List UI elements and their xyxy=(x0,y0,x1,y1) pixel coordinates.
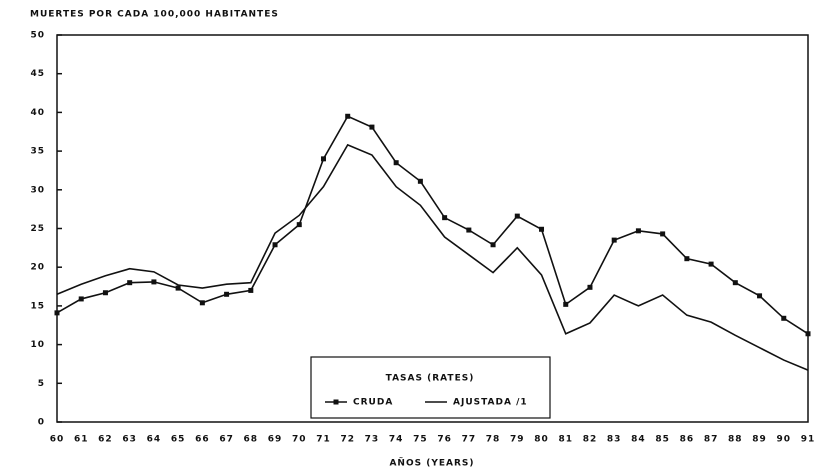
x-tick-label: 68 xyxy=(244,435,259,445)
y-tick-label: 0 xyxy=(38,418,45,428)
point-marker xyxy=(805,331,811,337)
x-tick-label: 91 xyxy=(801,435,814,445)
x-tick-label: 65 xyxy=(171,435,186,445)
point-marker xyxy=(393,160,399,166)
point-marker xyxy=(78,296,84,302)
x-tick-label: 88 xyxy=(728,435,743,445)
point-marker xyxy=(539,226,545,232)
point-marker xyxy=(732,280,738,286)
chart-title: MUERTES POR CADA 100,000 HABITANTES xyxy=(30,10,279,20)
y-tick-label: 25 xyxy=(30,224,45,234)
point-marker xyxy=(708,261,714,267)
x-tick-label: 61 xyxy=(74,435,89,445)
x-tick-label: 66 xyxy=(195,435,210,445)
point-marker xyxy=(563,301,569,307)
point-marker xyxy=(466,227,472,233)
point-marker xyxy=(54,310,60,316)
point-marker xyxy=(514,213,520,219)
x-tick-label: 70 xyxy=(292,435,307,445)
x-tick-label: 90 xyxy=(777,435,792,445)
point-marker xyxy=(296,222,302,228)
x-axis-label: AÑOS (YEARS) xyxy=(389,458,474,469)
point-marker xyxy=(587,284,593,290)
y-tick-label: 45 xyxy=(30,69,45,79)
series-line xyxy=(56,143,809,371)
point-marker xyxy=(320,156,326,162)
x-tick-label: 76 xyxy=(437,435,452,445)
x-tick-label: 75 xyxy=(413,435,428,445)
x-tick-label: 89 xyxy=(752,435,767,445)
x-tick-label: 78 xyxy=(486,435,501,445)
x-tick-label: 71 xyxy=(316,435,331,445)
x-tick-label: 79 xyxy=(510,435,525,445)
series-line xyxy=(56,115,809,335)
x-tick-label: 83 xyxy=(607,435,622,445)
y-tick-label: 15 xyxy=(30,301,45,311)
point-marker xyxy=(224,291,230,297)
y-tick-label: 30 xyxy=(30,185,45,195)
x-tick-label: 85 xyxy=(655,435,670,445)
point-marker xyxy=(611,237,617,243)
y-tick-label: 40 xyxy=(30,108,45,118)
x-tick-label: 84 xyxy=(631,435,646,445)
point-marker xyxy=(151,279,157,285)
legend-label: AJUSTADA /1 xyxy=(453,398,528,408)
legend-label: CRUDA xyxy=(353,398,393,408)
point-marker xyxy=(660,231,666,237)
point-marker xyxy=(781,315,787,321)
x-tick-label: 60 xyxy=(50,435,65,445)
point-marker xyxy=(442,215,448,221)
x-tick-label: 67 xyxy=(219,435,234,445)
x-tick-label: 74 xyxy=(389,435,404,445)
point-marker xyxy=(102,290,108,296)
point-marker xyxy=(490,242,496,248)
y-tick-label: 35 xyxy=(30,147,45,157)
point-marker xyxy=(345,113,351,119)
x-tick-label: 86 xyxy=(680,435,695,445)
point-marker xyxy=(127,280,133,286)
x-tick-label: 63 xyxy=(122,435,137,445)
legend-title: TASAS (RATES) xyxy=(386,374,475,384)
x-tick-label: 72 xyxy=(340,435,355,445)
legend-box xyxy=(310,356,551,419)
point-marker xyxy=(272,242,278,248)
x-tick-label: 81 xyxy=(558,435,573,445)
x-tick-label: 80 xyxy=(534,435,549,445)
x-tick-label: 77 xyxy=(462,435,477,445)
point-marker xyxy=(417,178,423,184)
point-marker xyxy=(369,124,375,130)
point-marker xyxy=(248,287,254,293)
y-tick-label: 10 xyxy=(30,340,45,350)
point-marker xyxy=(199,300,205,306)
x-tick-label: 62 xyxy=(98,435,113,445)
x-tick-label: 69 xyxy=(268,435,283,445)
point-marker xyxy=(635,228,641,234)
y-tick-label: 20 xyxy=(30,263,45,273)
x-tick-label: 87 xyxy=(704,435,719,445)
x-tick-label: 73 xyxy=(365,435,380,445)
x-tick-label: 64 xyxy=(147,435,162,445)
x-tick-label: 82 xyxy=(583,435,598,445)
point-marker xyxy=(757,293,763,299)
y-tick-label: 5 xyxy=(38,379,45,389)
point-marker xyxy=(684,256,690,262)
y-tick-label: 50 xyxy=(30,31,45,41)
point-marker xyxy=(175,285,181,291)
legend-marker xyxy=(333,399,339,405)
